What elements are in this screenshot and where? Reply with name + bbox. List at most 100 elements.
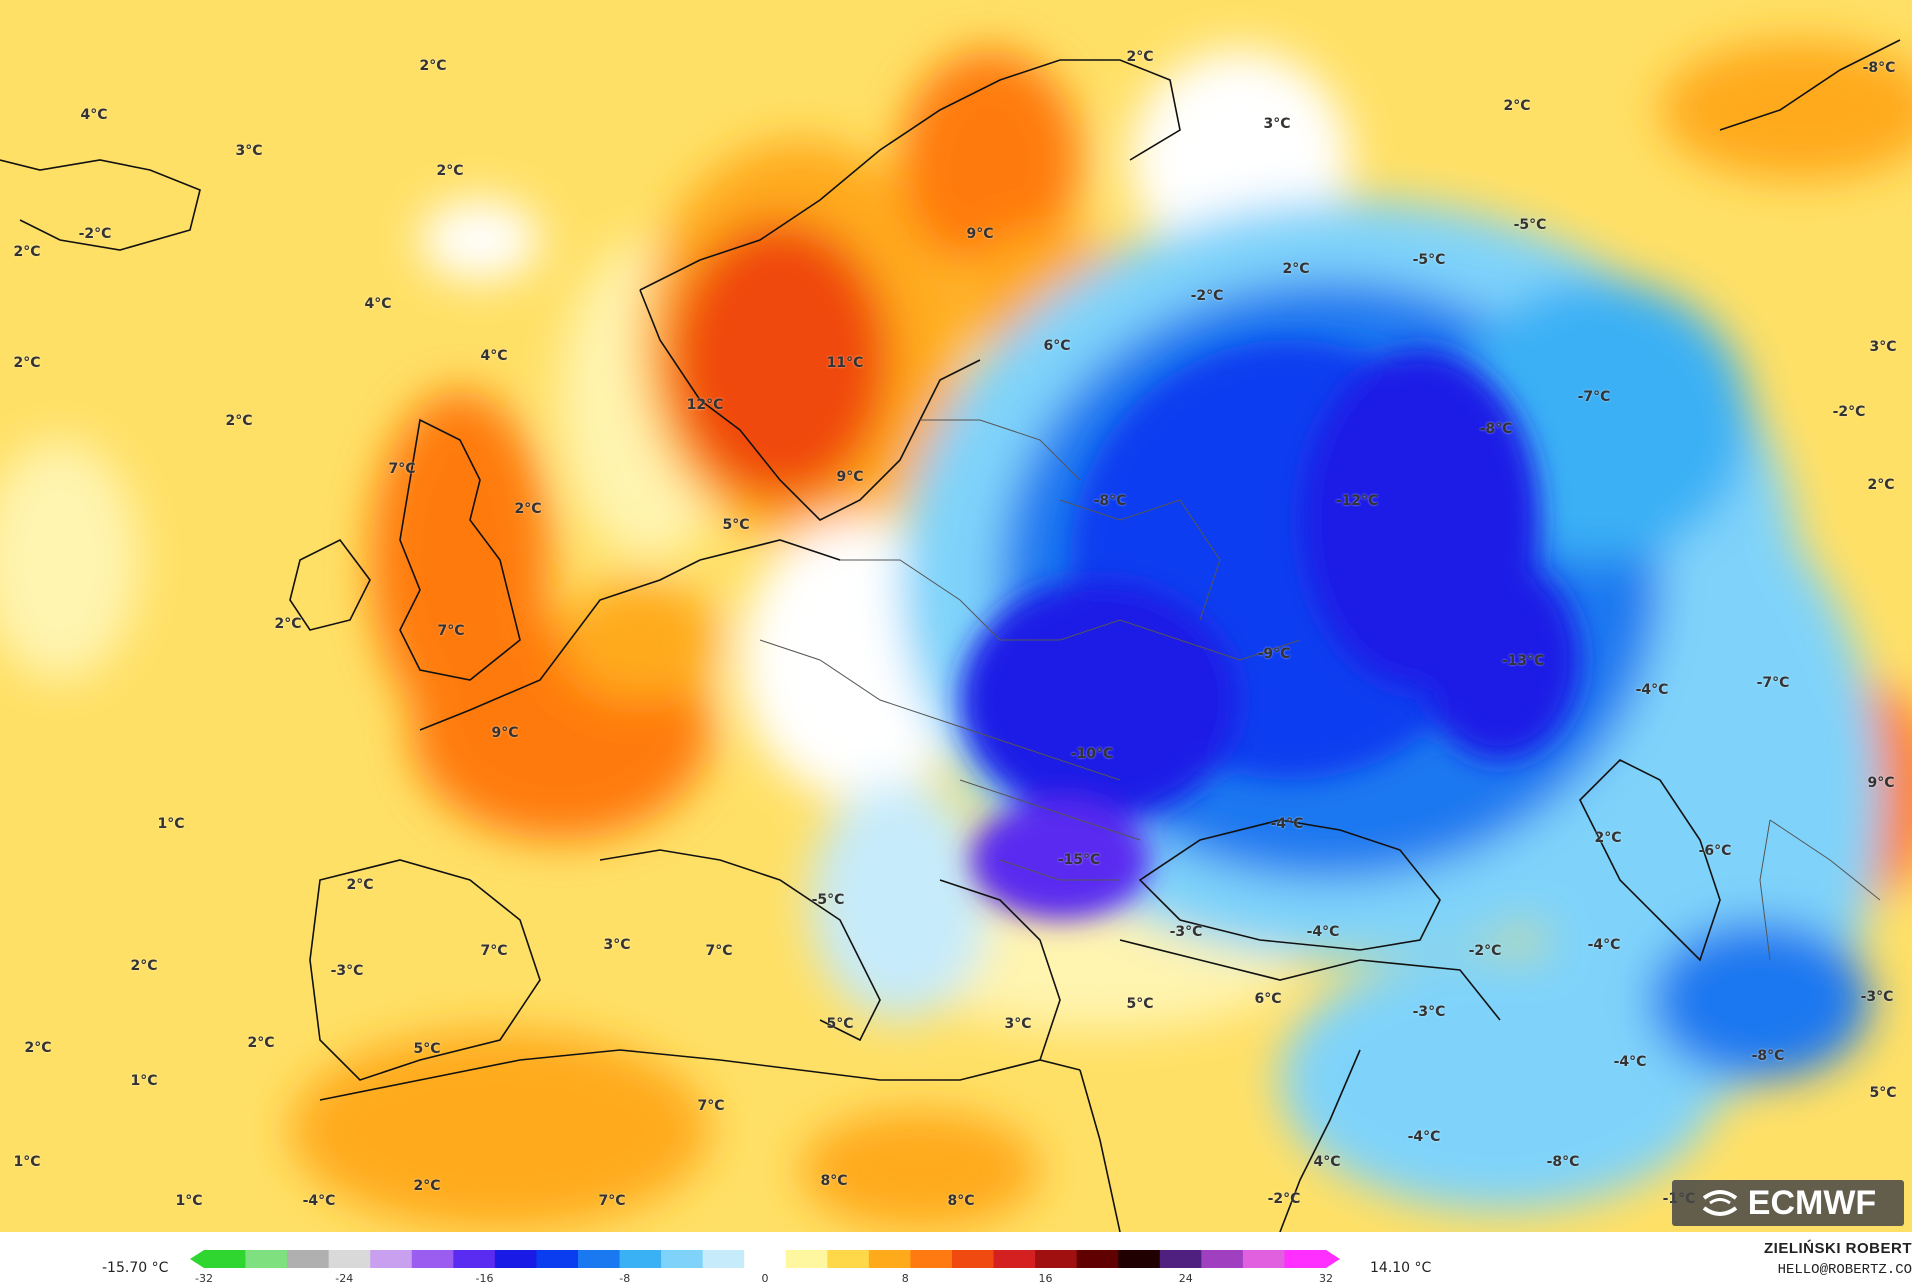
temperature-label: -2°C [1190, 288, 1224, 304]
temperature-label: 2°C [1282, 261, 1310, 277]
temperature-label: -4°C [1635, 682, 1669, 698]
colorbar-segment [744, 1250, 787, 1268]
temperature-label: 7°C [388, 461, 416, 477]
borders [759, 419, 1881, 961]
temperature-label: 1°C [175, 1193, 203, 1209]
temperature-label: 2°C [514, 501, 542, 517]
temperature-label: 3°C [1869, 339, 1897, 355]
colorbar-segment [1201, 1250, 1244, 1268]
colorbar-segment [993, 1250, 1036, 1268]
colorbar-segment [952, 1250, 995, 1268]
colorbar-segment [661, 1250, 704, 1268]
colorbar-segment [1118, 1250, 1161, 1268]
map-canvas [0, 0, 1912, 1232]
temperature-label: 7°C [480, 943, 508, 959]
temperature-label: 5°C [826, 1016, 854, 1032]
colorbar-tick-label: 0 [761, 1272, 769, 1285]
temperature-label: -3°C [1412, 1004, 1446, 1020]
temperature-label: 2°C [413, 1178, 441, 1194]
temperature-label: 3°C [1004, 1016, 1032, 1032]
temperature-label: 11°C [826, 355, 864, 371]
temperature-label: 5°C [722, 517, 750, 533]
colorbar-segment [536, 1250, 579, 1268]
temperature-label: 2°C [130, 958, 158, 974]
temperature-label: 9°C [966, 226, 994, 242]
temperature-label: -4°C [302, 1193, 336, 1209]
temperature-label: 12°C [686, 397, 724, 413]
colorbar-segment [619, 1250, 662, 1268]
temperature-label: 7°C [697, 1098, 725, 1114]
colorbar-segment [1035, 1250, 1078, 1268]
colorbar-segment [1284, 1250, 1340, 1268]
temperature-label: -12°C [1335, 493, 1379, 509]
colorbar-segment [1159, 1250, 1202, 1268]
temperature-label: 2°C [1503, 98, 1531, 114]
temperature-label: -5°C [1513, 217, 1547, 233]
colorbar-tick-label: 24 [1178, 1272, 1193, 1285]
temperature-label: 6°C [1254, 991, 1282, 1007]
temperature-label: 2°C [1126, 49, 1154, 65]
ecmwf-logo-text: ECMWF [1747, 1183, 1877, 1222]
temperature-label: 2°C [1594, 830, 1622, 846]
temperature-label: -7°C [1756, 675, 1790, 691]
temperature-label: -7°C [1577, 389, 1611, 405]
temperature-label: 4°C [1313, 1154, 1341, 1170]
temperature-label: 6°C [1043, 338, 1071, 354]
temperature-label: 2°C [247, 1035, 275, 1051]
temperature-label: -2°C [1267, 1191, 1301, 1207]
temperature-label: 2°C [13, 244, 41, 260]
temperature-label: -4°C [1306, 924, 1340, 940]
colorbar-segment [370, 1250, 413, 1268]
temperature-label: 3°C [1263, 116, 1291, 132]
colorbar-segment [827, 1250, 870, 1268]
temperature-label: 5°C [1869, 1085, 1897, 1101]
temperature-label: -8°C [1093, 493, 1127, 509]
coastlines [0, 39, 1901, 1232]
temperature-label: -8°C [1546, 1154, 1580, 1170]
colorbar-segment [411, 1250, 454, 1268]
temperature-label: -3°C [1860, 989, 1894, 1005]
temperature-label: -4°C [1407, 1129, 1441, 1145]
temperature-label: 7°C [598, 1193, 626, 1209]
temperature-map: 2°C 4°C 3°C 2°C -2°C 2°C 4°C 4°C 2°C 2°C 7°C 2°C 2°C… [0, 0, 1912, 1232]
temperature-label: 1°C [130, 1073, 158, 1089]
colorbar-segment [910, 1250, 953, 1268]
temperature-label: -2°C [78, 226, 112, 242]
temperature-label: 4°C [480, 348, 508, 364]
colorbar-segment [578, 1250, 621, 1268]
colorbar-segment [190, 1250, 246, 1268]
temperature-label: 8°C [820, 1173, 848, 1189]
temperature-label: 3°C [235, 143, 263, 159]
colorbar-segment [328, 1250, 371, 1268]
temperature-label: -4°C [1587, 937, 1621, 953]
temperature-label: 9°C [491, 725, 519, 741]
temperature-label: 5°C [1126, 996, 1154, 1012]
temperature-label: 2°C [13, 355, 41, 371]
temperature-label: 8°C [947, 1193, 975, 1209]
colorbar-segment [1242, 1250, 1285, 1268]
temperature-label: 3°C [603, 937, 631, 953]
temperature-label: 9°C [1867, 775, 1895, 791]
colorbar-segment [494, 1250, 537, 1268]
temperature-label: -3°C [330, 963, 364, 979]
temperature-label: 2°C [419, 58, 447, 74]
temperature-label: -4°C [1613, 1054, 1647, 1070]
temperature-label: 2°C [346, 877, 374, 893]
temperature-label: -5°C [1412, 252, 1446, 268]
temperature-label: 4°C [80, 107, 108, 123]
temperature-label: 2°C [274, 616, 302, 632]
temperature-label: 7°C [437, 623, 465, 639]
temperature-label: 4°C [364, 296, 392, 312]
legend-min-value: -15.70 °C [102, 1260, 169, 1276]
temperature-label: 1°C [157, 816, 185, 832]
ecmwf-logo: ECMWF [1672, 1180, 1904, 1226]
temperature-label: -15°C [1057, 852, 1101, 868]
temperature-label: -8°C [1862, 60, 1896, 76]
ecmwf-mark-icon [1702, 1190, 1737, 1216]
temperature-label: -9°C [1257, 646, 1291, 662]
colorbar-tick-label: -32 [195, 1272, 213, 1285]
temperature-label: 1°C [13, 1154, 41, 1170]
colorbar-segment [785, 1250, 828, 1268]
colorbar-segment [453, 1250, 496, 1268]
colorbar-tick-label: 16 [1038, 1272, 1053, 1285]
